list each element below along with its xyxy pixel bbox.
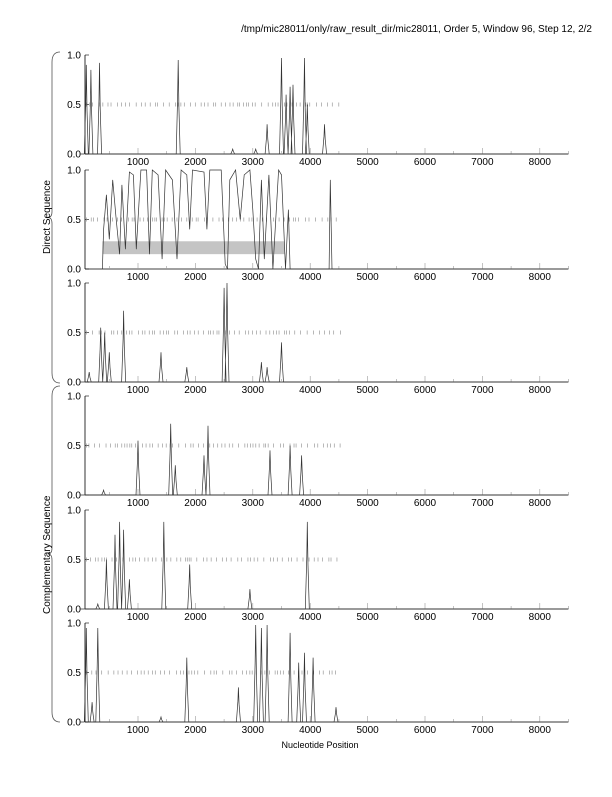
x-tick-label: 3000 [242,157,265,168]
x-tick-label: 7000 [471,612,494,623]
x-tick-label: 5000 [356,272,379,283]
x-tick-label: 8000 [529,272,552,283]
coding-potential-line [80,57,569,155]
x-tick-label: 1000 [127,385,150,396]
y-tick-label: 1.0 [67,506,81,517]
x-tick-label: 2000 [184,385,207,396]
x-tick-label: 2000 [184,612,207,623]
x-tick-label: 6000 [414,498,437,509]
x-tick-label: 8000 [529,498,552,509]
x-tick-label: 1000 [127,157,150,168]
y-tick-label: 0.5 [67,328,81,339]
figure-title: /tmp/mic28011/only/raw_result_dir/mic280… [241,24,592,35]
coding-potential-line [80,282,569,383]
panel-3: 0.0 0.5 1.0 1000 2000 3000 4000 5000 6000 7000 800… [67,279,569,396]
x-axis-label: Nucleotide Position [281,740,359,750]
x-tick-label: 2000 [184,157,207,168]
x-tick-label: 8000 [529,612,552,623]
y-tick-label: 0.5 [67,215,81,226]
y-tick-label: 0.0 [67,150,81,161]
panel-1: 0.0 0.5 1.0 1000 2000 3000 4000 5000 6000 7000 800… [67,51,569,168]
x-tick-label: 2000 [184,272,207,283]
panel-6: 0.0 0.5 1.0 1000 2000 3000 4000 5000 6000 7000 800… [67,619,569,736]
x-tick-label: 4000 [299,157,322,168]
x-tick-label: 7000 [471,272,494,283]
panel-4: 0.0 0.5 1.0 1000 2000 3000 4000 5000 6000 7000 800… [67,392,569,509]
y-tick-label: 0.0 [67,605,81,616]
x-tick-label: 8000 [529,157,552,168]
x-tick-label: 5000 [356,385,379,396]
complementary-brace [47,385,61,723]
x-tick-label: 4000 [299,725,322,736]
x-tick-label: 3000 [242,725,265,736]
x-tick-label: 5000 [356,498,379,509]
x-tick-label: 7000 [471,725,494,736]
y-tick-label: 0.0 [67,718,81,729]
y-tick-label: 1.0 [67,51,81,62]
x-tick-label: 8000 [529,725,552,736]
x-tick-label: 2000 [184,498,207,509]
coding-region-shade [102,241,285,255]
panel-5: 0.0 0.5 1.0 1000 2000 3000 4000 5000 6000 7000 800… [67,506,569,623]
x-tick-label: 2000 [184,725,207,736]
direct-sequence-label: Direct Sequence [42,180,53,254]
coding-potential-line [80,624,569,723]
y-tick-label: 0.5 [67,100,81,111]
coding-potential-line [102,168,569,270]
y-tick-label: 1.0 [67,166,81,177]
x-tick-label: 7000 [471,498,494,509]
x-tick-label: 3000 [242,498,265,509]
y-tick-label: 1.0 [67,392,81,403]
coding-potential-line [80,521,569,610]
x-tick-label: 4000 [299,272,322,283]
y-tick-label: 1.0 [67,619,81,630]
coding-potential-line [80,423,569,496]
y-tick-label: 0.5 [67,668,81,679]
x-tick-label: 6000 [414,725,437,736]
y-tick-label: 1.0 [67,279,81,290]
panel-2: 0.0 0.5 1.0 1000 2000 3000 4000 5000 6000 7000 800… [67,166,569,283]
x-tick-label: 1000 [127,498,150,509]
x-tick-label: 6000 [414,157,437,168]
x-tick-label: 1000 [127,725,150,736]
complementary-sequence-label: Complementary Sequence [42,495,53,614]
x-tick-label: 3000 [242,612,265,623]
x-tick-label: 4000 [299,385,322,396]
x-tick-label: 1000 [127,272,150,283]
x-tick-label: 6000 [414,385,437,396]
x-tick-label: 6000 [414,612,437,623]
x-tick-label: 6000 [414,272,437,283]
y-tick-label: 0.5 [67,555,81,566]
x-tick-label: 4000 [299,498,322,509]
x-tick-label: 7000 [471,157,494,168]
x-tick-label: 1000 [127,612,150,623]
y-tick-label: 0.5 [67,441,81,452]
x-tick-label: 5000 [356,157,379,168]
x-tick-label: 3000 [242,385,265,396]
y-tick-label: 0.0 [67,491,81,502]
x-tick-label: 8000 [529,385,552,396]
x-tick-label: 3000 [242,272,265,283]
x-tick-label: 5000 [356,725,379,736]
y-tick-label: 0.0 [67,378,81,389]
y-tick-label: 0.0 [67,265,81,276]
x-tick-label: 4000 [299,612,322,623]
x-tick-label: 5000 [356,612,379,623]
direct-brace [47,51,61,384]
x-tick-label: 7000 [471,385,494,396]
